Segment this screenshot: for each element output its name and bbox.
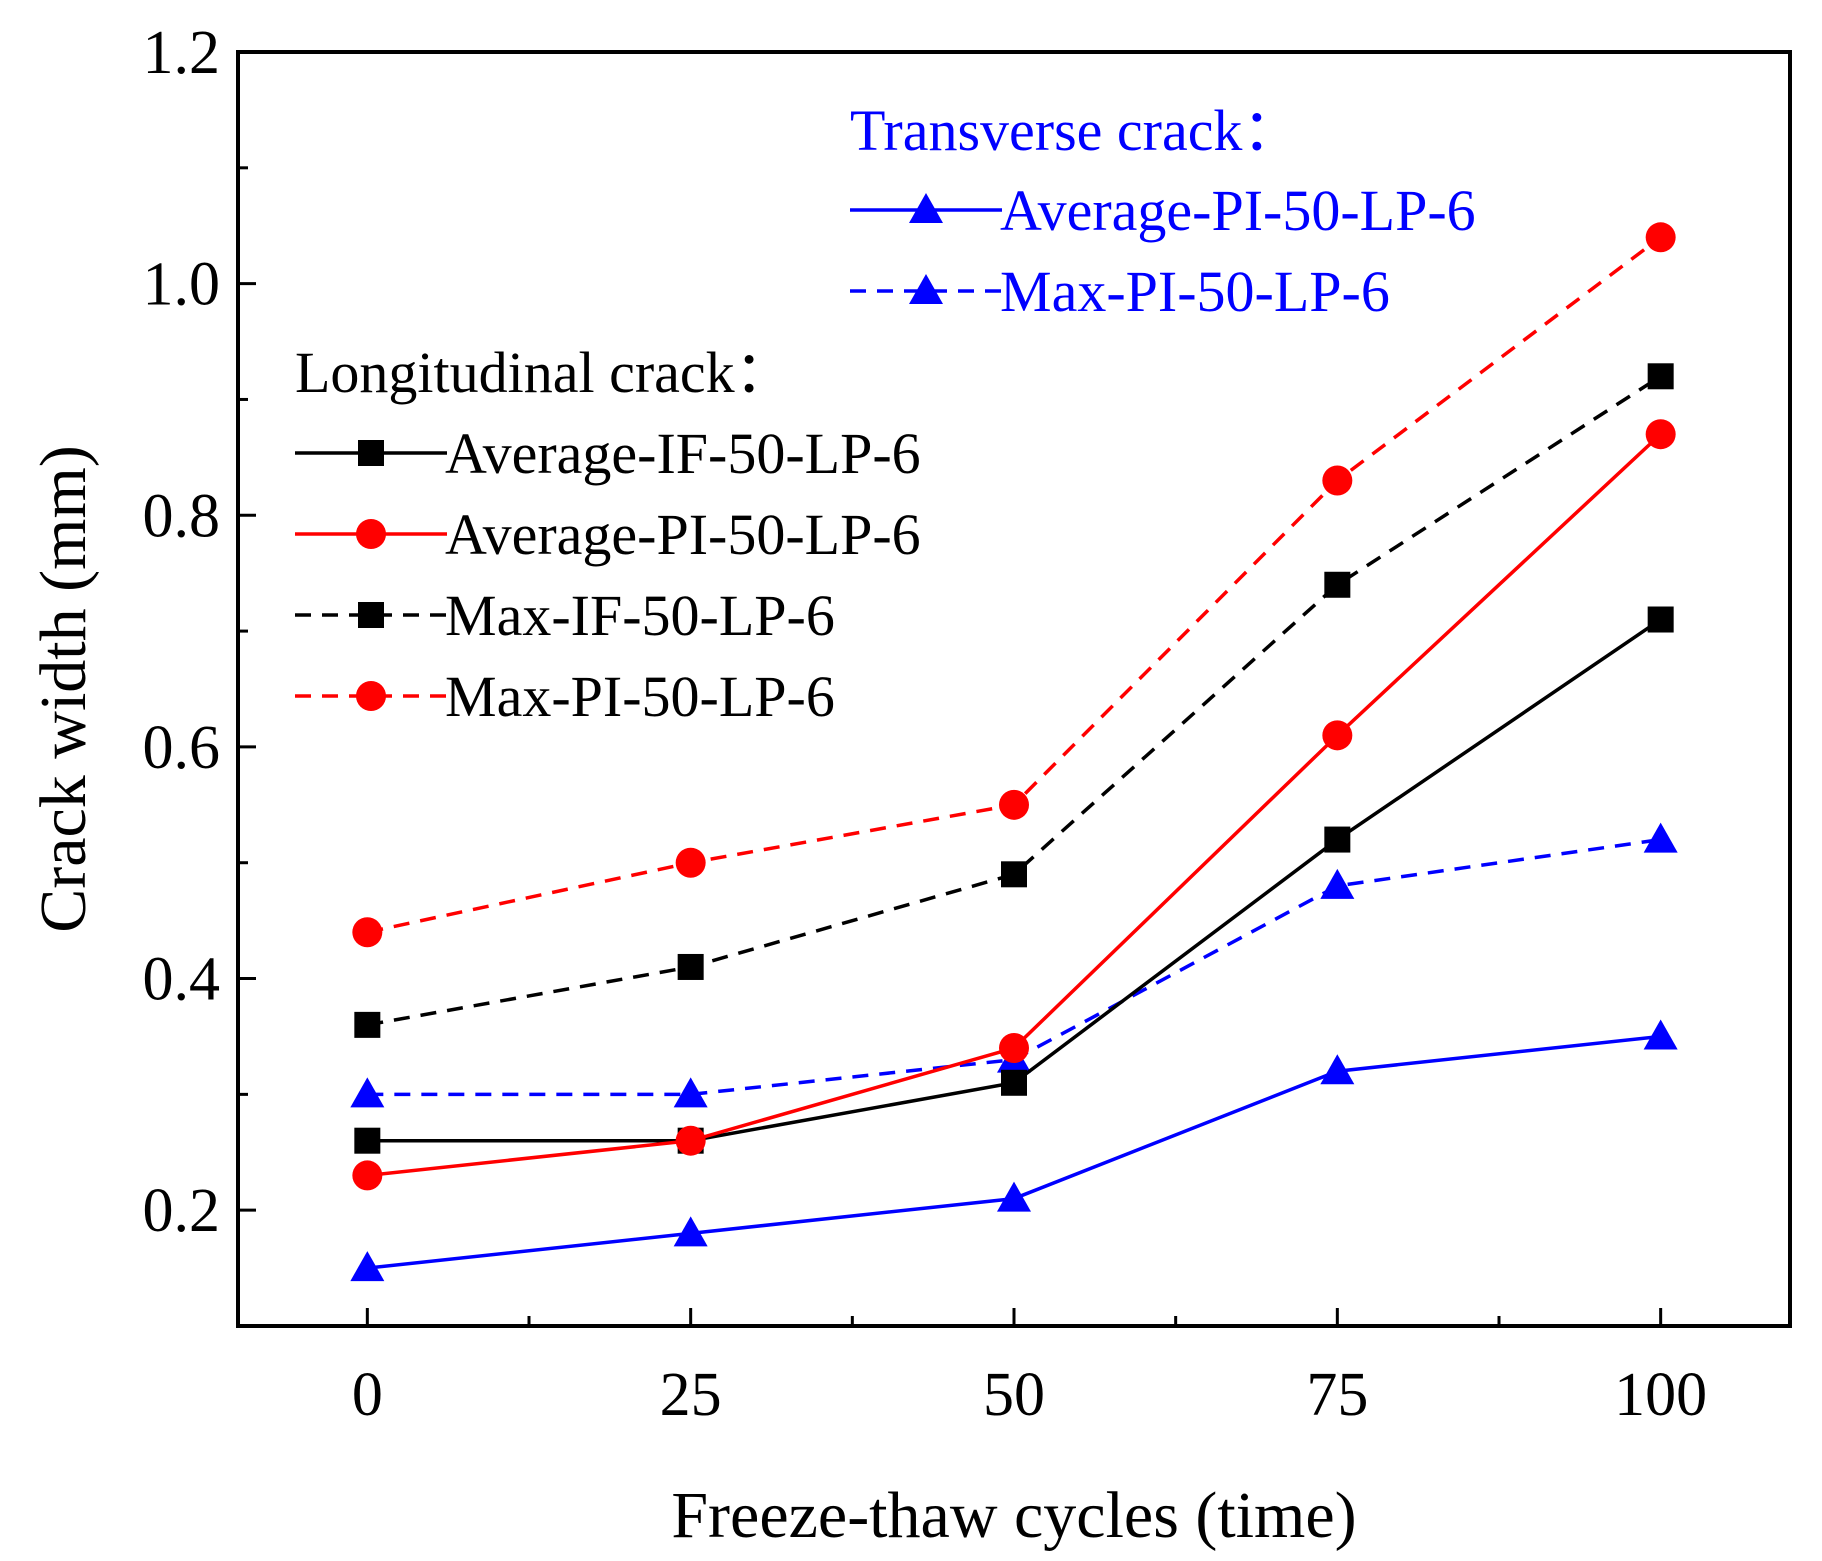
axis-ticks: 0 25 50 75 100 0.2 0.4 0.6 0.8 1.0 1.2 [143, 19, 1708, 1429]
legend-swatch-marker [356, 519, 386, 549]
legend: Transverse crack： Average-PI-50-LP-6 Max-P… [295, 98, 1476, 729]
data-point [999, 789, 1029, 820]
data-point [1647, 606, 1674, 633]
legend-label: Average-PI-50-LP-6 [1000, 178, 1476, 243]
legend-item: Average-PI-50-LP-6 [850, 178, 1476, 243]
series-max-pi-50-lp-6 [352, 222, 1676, 948]
legend-group: Transverse crack： Average-PI-50-LP-6 Max-P… [850, 98, 1476, 324]
legend-group: Longitudinal crack： Average-IF-50-LP-6 Ave… [295, 340, 921, 729]
data-point [1643, 822, 1678, 853]
legend-label: Max-IF-50-LP-6 [445, 583, 835, 648]
data-point [350, 1077, 385, 1108]
x-tick-label: 0 [352, 1361, 383, 1429]
legend-swatch-marker [358, 602, 384, 628]
data-point [1322, 465, 1353, 496]
legend-item: Average-PI-50-LP-6 [295, 502, 921, 567]
data-point [997, 1181, 1031, 1212]
data-point [673, 1077, 708, 1108]
data-point [1001, 861, 1027, 888]
series-average-pi-50-lp-6 [352, 419, 1676, 1191]
data-point [352, 1160, 383, 1191]
series-line [367, 374, 1662, 1027]
data-point [354, 1011, 381, 1038]
y-tick-label: 0.2 [143, 1177, 221, 1245]
data-point [1647, 363, 1674, 390]
legend-item: Max-PI-50-LP-6 [295, 664, 835, 729]
legend-item: Max-IF-50-LP-6 [295, 583, 835, 648]
x-tick-label: 100 [1614, 1361, 1707, 1429]
data-point [352, 917, 383, 948]
series-layer [350, 222, 1678, 1282]
data-point [677, 953, 704, 980]
legend-label: Max-PI-50-LP-6 [1000, 259, 1390, 324]
x-tick-label: 75 [1306, 1361, 1368, 1429]
data-point [1001, 1069, 1027, 1096]
data-point [1645, 419, 1676, 450]
x-tick-label: 50 [983, 1361, 1045, 1429]
legend-label: Average-IF-50-LP-6 [445, 421, 921, 486]
data-point [1324, 571, 1351, 598]
legend-swatch-marker [909, 193, 943, 223]
data-point [1322, 720, 1353, 751]
legend-label: Max-PI-50-LP-6 [445, 664, 835, 729]
legend-item: Max-PI-50-LP-6 [850, 259, 1390, 324]
data-point [354, 1127, 381, 1154]
y-tick-label: 1.2 [143, 19, 221, 87]
data-point [999, 1033, 1029, 1064]
legend-label: Average-PI-50-LP-6 [445, 502, 921, 567]
y-tick-label: 0.8 [143, 482, 221, 550]
data-point [675, 1125, 706, 1156]
x-axis-label: Freeze-thaw cycles (time) [671, 1479, 1356, 1552]
series-average-if-50-lp-6 [354, 606, 1674, 1154]
data-point [673, 1216, 708, 1247]
y-tick-label: 0.6 [143, 714, 221, 782]
data-point [675, 847, 706, 878]
data-point [1645, 222, 1676, 253]
legend-swatch-marker [909, 274, 943, 304]
data-point [1320, 1054, 1355, 1085]
y-tick-label: 1.0 [143, 251, 221, 319]
x-tick-label: 25 [660, 1361, 722, 1429]
legend-item: Average-IF-50-LP-6 [295, 421, 921, 486]
data-point [350, 1251, 385, 1282]
legend-title: Longitudinal crack： [295, 340, 793, 405]
data-point [1324, 826, 1351, 853]
legend-swatch-marker [356, 681, 386, 711]
series-max-if-50-lp-6 [354, 363, 1674, 1038]
legend-swatch-marker [358, 440, 384, 466]
legend-title: Transverse crack： [850, 98, 1300, 163]
y-axis-label: Crack width (mm) [27, 445, 100, 933]
data-point [1643, 1019, 1678, 1050]
data-point [1320, 868, 1355, 899]
y-tick-label: 0.4 [143, 946, 221, 1014]
series-average-pi-50-lp-6-transverse [350, 1019, 1678, 1282]
